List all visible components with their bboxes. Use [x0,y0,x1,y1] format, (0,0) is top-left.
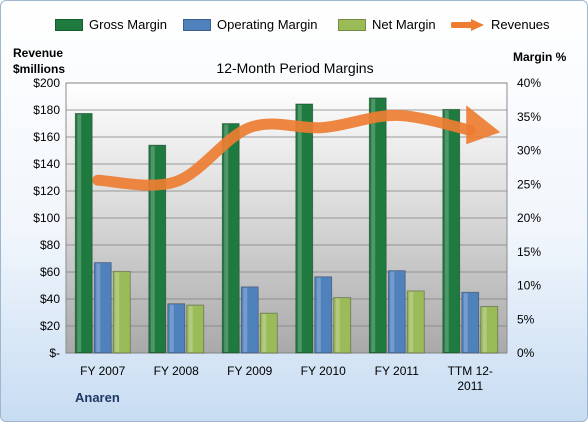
legend-swatch-operating-margin [183,18,211,31]
bar-highlight [371,98,376,352]
right-axis-tick-label: 30% [517,144,541,158]
legend-item-revenues: Revenues [451,17,550,32]
bar-highlight [243,287,248,352]
bar-net-margin [333,297,352,354]
bar-operating-margin [387,270,406,354]
right-axis-tick-label: 0% [517,346,535,360]
bar-highlight [150,146,155,352]
right-axis-tick-label: 40% [517,76,541,90]
category-label: TTM 12- [448,364,493,378]
bar-net-margin [480,306,499,354]
bar-gross-margin [148,144,167,354]
bar-operating-margin [314,276,333,354]
left-axis-tick-label: $60 [40,265,60,279]
category-label: FY 2007 [80,364,125,378]
left-axis-tick-label: $100 [33,211,60,225]
company-name: Anaren [75,390,120,405]
bar-highlight [262,314,267,352]
bar-highlight [316,277,321,352]
legend: Gross Margin Operating Margin Net Margin… [1,17,587,37]
legend-swatch-gross-margin [55,18,83,31]
legend-label-operating-margin: Operating Margin [217,17,318,32]
bar-net-margin [112,270,131,354]
left-axis-tick-label: $120 [33,184,60,198]
legend-label-gross-margin: Gross Margin [89,17,168,32]
bar-highlight [115,272,120,352]
left-axis-tick-label: $80 [40,238,60,252]
left-axis-title-line2: $millions [13,62,66,76]
category-label: FY 2011 [375,364,420,378]
right-axis-title: Margin % [513,50,567,64]
right-axis-tick-label: 15% [517,245,541,259]
bar-net-margin [186,304,205,354]
bar-operating-margin [167,303,186,354]
revenue-arrowhead-icon [466,105,501,145]
left-axis-tick-label: $200 [33,76,60,90]
legend-arrow-icon [451,18,484,31]
legend-item-operating-margin: Operating Margin [183,17,317,32]
right-axis-tick-label: 35% [517,110,541,124]
right-axis-tick-label: 20% [517,211,541,225]
bar-gross-margin [295,103,314,354]
category-label: FY 2009 [227,364,272,378]
chart-title: 12-Month Period Margins [216,60,374,76]
bar-highlight [444,110,449,352]
legend-item-net-margin: Net Margin [338,17,436,32]
left-axis-tick-label: $160 [33,130,60,144]
bar-net-margin [406,290,425,354]
bar-highlight [463,293,468,352]
left-axis-tick-label: $40 [40,292,60,306]
category-label: FY 2010 [301,364,346,378]
legend-label-revenues: Revenues [491,17,550,32]
left-axis-title-line1: Revenue [13,46,64,60]
left-axis-tick-label: $180 [33,103,60,117]
bar-highlight [188,306,193,352]
left-axis-tick-label: $140 [33,157,60,171]
bar-highlight [77,114,82,352]
right-axis-tick-label: 10% [517,279,541,293]
bar-highlight [482,307,487,352]
left-axis-tick-label: $- [49,346,60,360]
left-axis-title: Revenue $millions [13,45,65,77]
legend-swatch-net-margin [338,18,366,31]
bar-highlight [224,124,229,352]
left-axis-tick-label: $20 [40,319,60,333]
bar-operating-margin [93,262,112,354]
bar-operating-margin [461,291,480,354]
bar-operating-margin [240,286,259,354]
category-label: 2011 [457,379,483,393]
bar-highlight [297,104,302,352]
bar-highlight [169,304,174,352]
legend-label-net-margin: Net Margin [372,17,436,32]
bar-highlight [409,291,414,352]
bar-highlight [335,298,340,352]
legend-item-gross-margin: Gross Margin [55,17,167,32]
bar-gross-margin [74,112,93,354]
bar-gross-margin [442,108,461,354]
bar-highlight [390,271,395,352]
bar-highlight [96,263,101,352]
bar-gross-margin [221,123,240,354]
bar-gross-margin [368,97,387,354]
bar-net-margin [259,312,278,354]
revenue-line [92,109,476,191]
category-label: FY 2008 [154,364,199,378]
right-axis-tick-label: 25% [517,177,541,191]
right-axis-tick-label: 5% [517,312,535,326]
